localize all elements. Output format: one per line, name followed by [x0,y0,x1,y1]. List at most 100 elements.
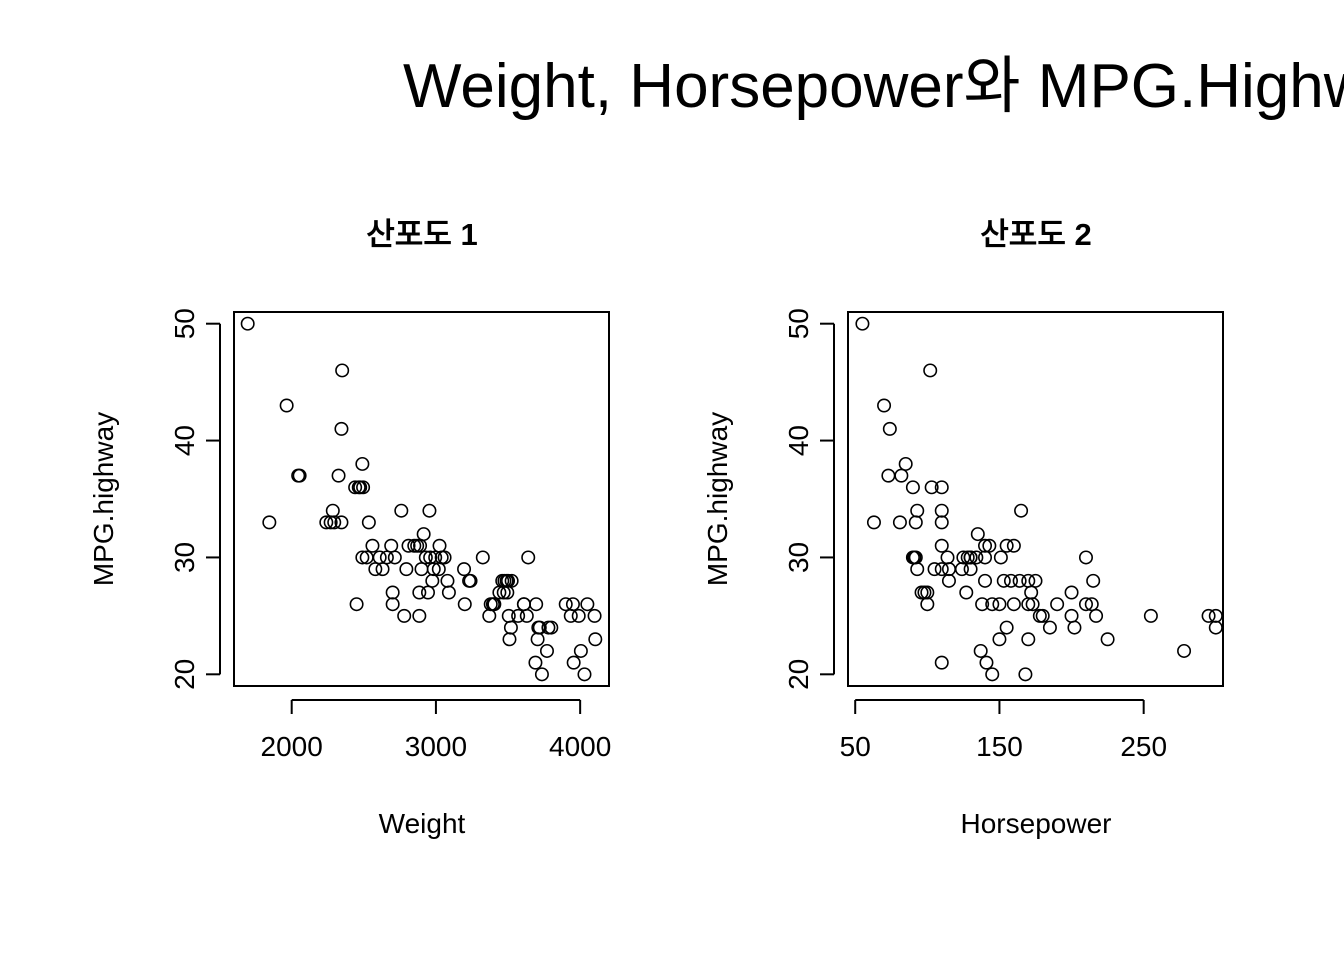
panel-1-data-point [319,515,334,530]
panel-1-data-point [528,655,543,670]
panel-2-data-point [934,655,949,670]
panel-2-title: 산포도 2 [980,217,1091,252]
panel-1-data-point [355,456,370,471]
panel-2-data-point [1024,585,1039,600]
panel-2-data-point [1078,550,1093,565]
panel-2-data-point [894,468,909,483]
panel-2-y-tick-label: 20 [783,659,814,690]
panel-2-data-point [924,480,939,495]
panel-1-data-point [365,538,380,553]
panel-1-data-point [361,515,376,530]
panel-2-data-point [1067,620,1082,635]
panel-1-data-point [432,538,447,553]
panel-2-data-point [941,562,956,577]
panel-2-data-point [1006,597,1021,612]
panel-1-data-point [441,585,456,600]
panel-1-y-tick-label: 40 [169,425,200,456]
panel-1-data-point [356,480,371,495]
panel-2-data-point [1089,608,1104,623]
panel-1-data-point [416,527,431,542]
panel-1-data-point [588,632,603,647]
panel-1-data-point [565,597,580,612]
panel-2-data-point [1201,608,1216,623]
panel-1-data-point [349,597,364,612]
panel-1-data-point [334,421,349,436]
panel-2-data-point [985,597,1000,612]
panel-1-data-point [412,585,427,600]
panel-2-data-point [881,468,896,483]
panel-2-x-tick-label: 50 [840,731,871,762]
panel-2-data-point [963,562,978,577]
panel-2-data-point [1143,608,1158,623]
panel-2-y-tick-label: 50 [783,308,814,339]
panel-1-data-point [422,503,437,518]
panel-1-data-point [397,608,412,623]
scatter-panel-1: 산포도 1 Weight MPG.highway 2000 3000 4000 20 3… [88,217,611,839]
panel-1-y-tick-label: 20 [169,659,200,690]
panel-2-data-point [993,550,1008,565]
panel-2-y-tick-label: 40 [783,425,814,456]
panel-2-data-point [920,597,935,612]
panel-1-data-point [580,597,595,612]
panel-2-data-point [985,667,1000,682]
panel-2-data-point [1021,632,1036,647]
panel-2-data-point [975,597,990,612]
panel-2-data-point [1003,573,1018,588]
panel-1-data-point [394,503,409,518]
panel-2-data-point [923,363,938,378]
panel-2-data-point [1050,597,1065,612]
panel-1-data-point [504,573,519,588]
panel-1-data-point [385,597,400,612]
panel-1-data-point [384,538,399,553]
panel-2-data-point [941,573,956,588]
panel-1-data-point [577,667,592,682]
panel-2-data-point [855,316,870,331]
panel-2-data-point [1032,608,1047,623]
panel-1-plot-frame [233,311,610,687]
panel-1-data-point [511,608,526,623]
panel-2-data-point [979,655,994,670]
panel-1-data-point [457,562,472,577]
panel-1-data-point [503,620,518,635]
panel-1-data-point [475,550,490,565]
panel-2-data-point [940,550,955,565]
panel-1-data-point [355,550,370,565]
panel-2-data-point [1021,573,1036,588]
panel-1-data-point [566,655,581,670]
panel-2-data-point [1006,538,1021,553]
panel-2-data-point [1086,573,1101,588]
panel-2-x-axis-label: Horsepower [961,808,1112,839]
panel-1-data-point [544,620,559,635]
panel-1-data-point [482,608,497,623]
panel-1-data-point [530,632,545,647]
panel-1-x-tick-label: 4000 [549,731,611,762]
panel-1-y-axis-label: MPG.highway [88,412,119,586]
panel-2-data-point [992,597,1007,612]
panel-2-data-point [920,585,935,600]
panel-1-y-tick-label: 50 [169,308,200,339]
panel-2-data-point [996,573,1011,588]
panel-1-data-point [539,643,554,658]
panel-2-data-point [1042,620,1057,635]
panel-2-x-tick-label: 250 [1120,731,1167,762]
panel-2-data-point [1012,573,1027,588]
panel-2-data-point [866,515,881,530]
panel-1-data-point [425,573,440,588]
panel-1-data-point [399,562,414,577]
panel-1-data-point [558,597,573,612]
panel-2-data-point [1064,608,1079,623]
panel-1-data-point [521,550,536,565]
scatter-panel-2: 산포도 2 Horsepower MPG.highway 50 150 250 20 3… [702,217,1224,839]
panel-1-data-point [327,515,342,530]
panel-2-data-point [908,515,923,530]
panel-1-data-point [529,597,544,612]
panel-1-data-point [414,562,429,577]
panel-1-data-point [385,585,400,600]
panel-2-data-point [963,550,978,565]
panel-1-title: 산포도 1 [366,217,477,252]
panel-2-data-point [1025,597,1040,612]
panel-2-data-point [934,503,949,518]
panel-1-data-point [457,597,472,612]
panel-1-data-point [410,538,425,553]
panel-1-data-point [463,573,478,588]
